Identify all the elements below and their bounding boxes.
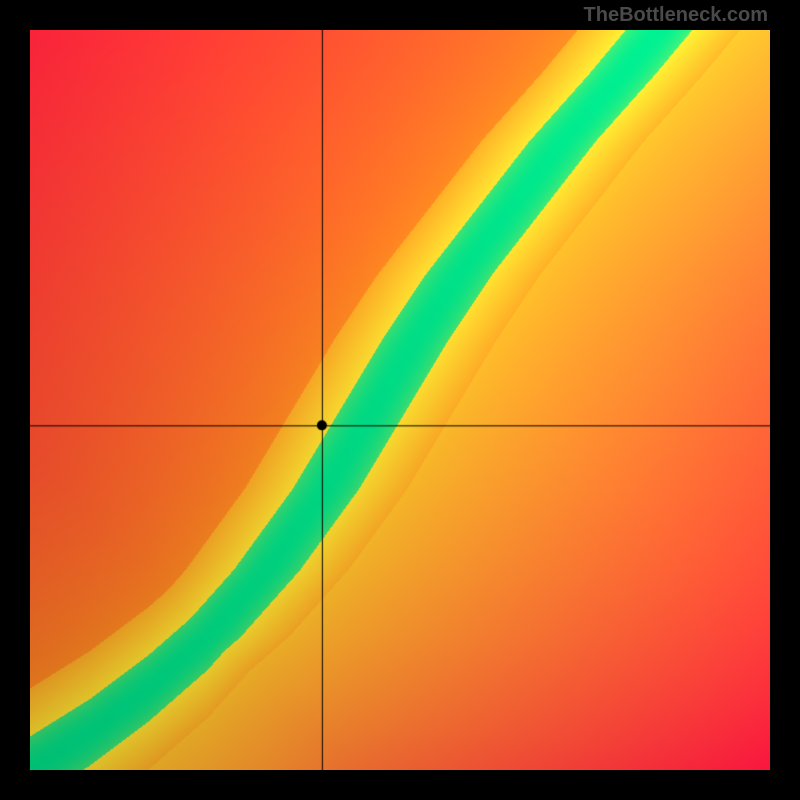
watermark-text: TheBottleneck.com xyxy=(584,4,768,27)
bottleneck-heatmap xyxy=(30,30,770,770)
